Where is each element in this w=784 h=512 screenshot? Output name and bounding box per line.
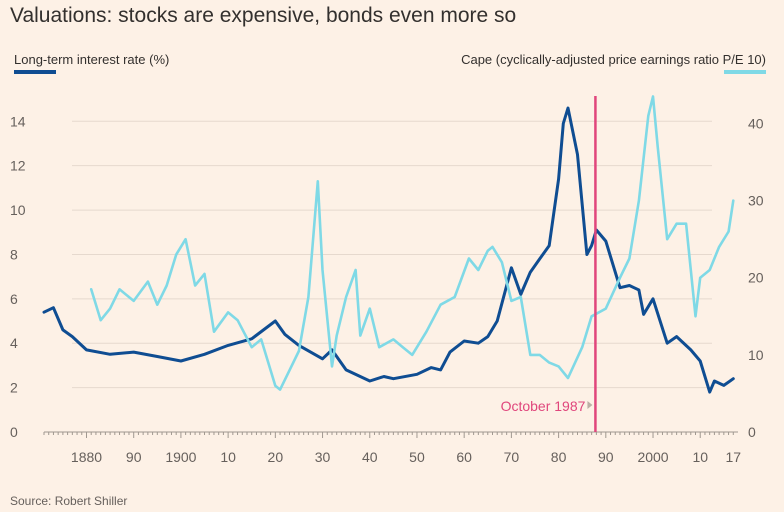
right-axis-tick-label: 40 xyxy=(748,115,764,131)
x-axis-tick-label: 2000 xyxy=(637,449,668,465)
x-axis-tick-label: 30 xyxy=(315,449,331,465)
x-axis-tick-label: 90 xyxy=(598,449,614,465)
x-axis-tick-label: 40 xyxy=(362,449,378,465)
left-axis-tick-label: 0 xyxy=(10,424,18,440)
right-axis-tick-label: 10 xyxy=(748,347,764,363)
x-axis-tick-label: 80 xyxy=(551,449,567,465)
legend-cape: Cape (cyclically-adjusted price earnings… xyxy=(461,52,766,67)
chart-title: Valuations: stocks are expensive, bonds … xyxy=(10,4,517,27)
x-axis-tick-label: 10 xyxy=(692,449,708,465)
x-axis-tick-label: 1900 xyxy=(165,449,196,465)
left-axis-tick-label: 10 xyxy=(10,202,26,218)
x-axis-tick-label: 90 xyxy=(126,449,142,465)
right-axis-tick-label: 20 xyxy=(748,270,764,286)
legend-interest-rate-swatch xyxy=(14,70,56,74)
legend-cape-swatch xyxy=(724,70,766,74)
october-1987-arrow xyxy=(587,401,593,409)
left-axis-tick-label: 2 xyxy=(10,380,18,396)
right-axis-tick-label: 0 xyxy=(748,424,756,440)
left-axis-tick-label: 4 xyxy=(10,335,18,351)
legend-interest-rate: Long-term interest rate (%) xyxy=(14,52,170,67)
x-axis-tick-label: 70 xyxy=(504,449,520,465)
left-axis-tick-label: 8 xyxy=(10,246,18,262)
interest-rate-line xyxy=(42,106,735,394)
left-axis-tick-label: 14 xyxy=(10,113,26,129)
x-axis-tick-label: 1880 xyxy=(71,449,102,465)
x-axis-tick-label: 10 xyxy=(220,449,236,465)
x-axis-tick-label: 60 xyxy=(456,449,472,465)
left-axis-tick-label: 12 xyxy=(10,158,26,174)
right-axis-tick-label: 30 xyxy=(748,193,764,209)
source-note: Source: Robert Shiller xyxy=(10,494,128,508)
x-axis-tick-label: 50 xyxy=(409,449,425,465)
x-axis-tick-label: 17 xyxy=(725,449,741,465)
october-1987-label: October 1987 xyxy=(501,398,586,414)
left-axis-tick-label: 6 xyxy=(10,291,18,307)
x-axis-tick-label: 20 xyxy=(268,449,284,465)
cape-line xyxy=(89,95,735,391)
